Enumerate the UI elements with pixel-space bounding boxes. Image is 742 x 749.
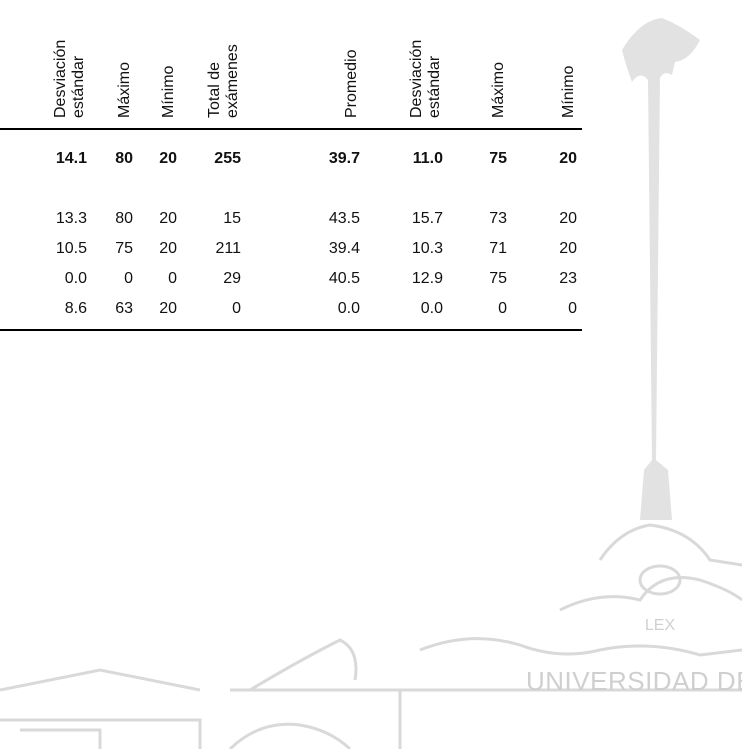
table-cell: 0 (568, 300, 577, 317)
watermark: LEX UNIVERSIDAD DE GUA (0, 18, 742, 749)
table-cell: 20 (559, 210, 577, 227)
table-cell: 75 (489, 150, 507, 167)
column-header: Máximo (116, 62, 133, 118)
table-cell: 75 (489, 270, 507, 287)
table-cell: 10.5 (56, 240, 87, 257)
column-header: estándar (426, 55, 443, 118)
table-cell: 80 (115, 150, 133, 167)
table-cell: 10.3 (412, 240, 443, 257)
table-cell: 0.0 (421, 300, 443, 317)
table-cell: 39.4 (329, 240, 360, 257)
table-cell: 20 (559, 150, 577, 167)
table-cell: 14.1 (56, 150, 87, 167)
table-cell: 12.9 (412, 270, 443, 287)
column-header: Mínimo (560, 65, 577, 118)
table-cell: 0 (124, 270, 133, 287)
column-header: estándar (70, 55, 87, 118)
table-cell: 20 (559, 240, 577, 257)
column-header: exámenes (224, 44, 241, 118)
emblem-text: LEX (645, 617, 676, 634)
table-cell: 20 (159, 210, 177, 227)
table-cell: 29 (223, 270, 241, 287)
table-cell: 0.0 (338, 300, 360, 317)
table-cell: 11.0 (413, 150, 443, 167)
table-cell: 20 (159, 150, 177, 167)
table-cell: 0 (232, 300, 241, 317)
table-cell: 20 (159, 240, 177, 257)
table-cell: 13.3 (56, 210, 87, 227)
column-header: Máximo (490, 62, 507, 118)
table-cell: 80 (115, 210, 133, 227)
table-cell: 0.0 (65, 270, 87, 287)
column-header: Desviación (408, 40, 425, 118)
watermark-text: UNIVERSIDAD DE GUA (526, 666, 742, 696)
table-cell: 0 (168, 270, 177, 287)
column-header: Total de (206, 62, 223, 118)
table-cell: 40.5 (329, 270, 360, 287)
table-cell: 15.7 (412, 210, 443, 227)
table-cell: 39.7 (329, 150, 360, 167)
table-cell: 23 (559, 270, 577, 287)
table-cell: 8.6 (65, 300, 87, 317)
table-cell: 211 (215, 240, 241, 257)
table-cell: 0 (498, 300, 507, 317)
column-header: Promedio (343, 49, 360, 118)
table-cell: 75 (115, 240, 133, 257)
table-cell: 63 (115, 300, 133, 317)
column-header: Desviación (52, 40, 69, 118)
column-header: Mínimo (160, 65, 177, 118)
table-cell: 20 (159, 300, 177, 317)
table-cell: 255 (214, 150, 241, 167)
table-cell: 73 (489, 210, 507, 227)
table-cell: 15 (223, 210, 241, 227)
table-cell: 43.5 (329, 210, 360, 227)
table-cell: 71 (489, 240, 507, 257)
